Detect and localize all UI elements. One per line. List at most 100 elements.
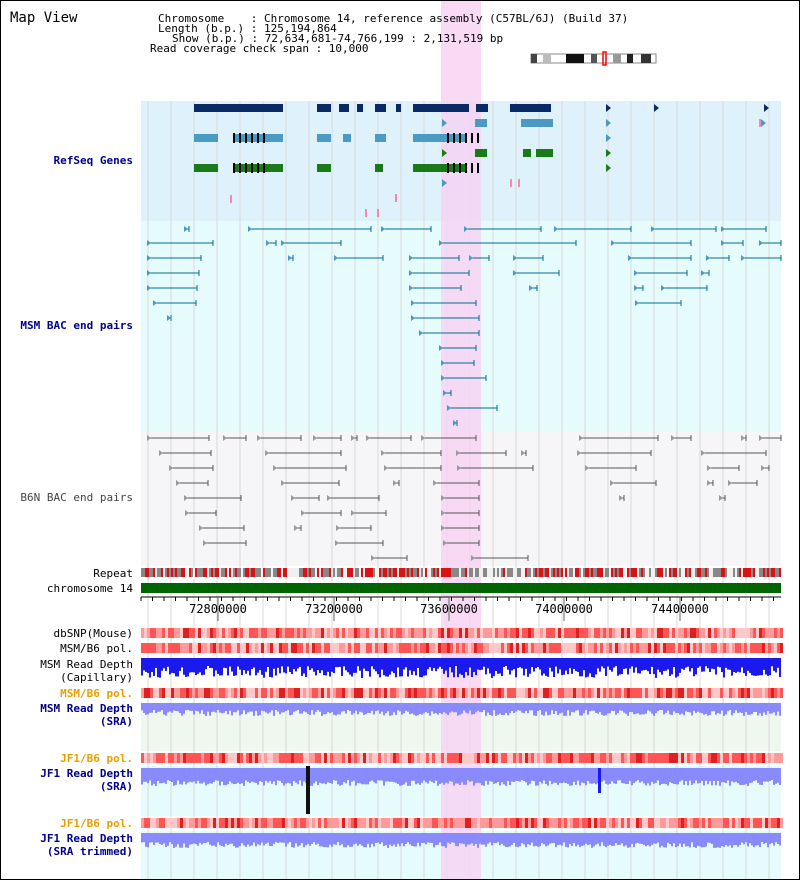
depth-bin — [383, 658, 385, 676]
polymorphism-bin — [690, 818, 693, 828]
polymorphism-bin — [255, 753, 258, 763]
depth-bin — [331, 658, 333, 672]
polymorphism-bin — [675, 628, 678, 638]
depth-bin — [677, 703, 679, 714]
polymorphism-bin — [537, 643, 540, 653]
depth-bin — [741, 658, 743, 668]
polymorphism-bin — [480, 628, 483, 638]
repeat-bin — [291, 568, 293, 577]
repeat-bin — [199, 568, 201, 577]
polymorphism-bin — [336, 818, 339, 828]
track-label-b6n-bac[interactable]: B6N BAC end pairs — [20, 491, 133, 504]
depth-bin — [417, 658, 419, 668]
depth-bin — [517, 833, 519, 848]
depth-bin — [463, 833, 465, 845]
bac-end — [719, 495, 723, 501]
depth-bin — [179, 703, 181, 714]
bac-end — [701, 270, 705, 276]
gene-arrow — [654, 104, 659, 112]
polymorphism-bin — [387, 688, 390, 698]
depth-bin — [623, 768, 625, 784]
depth-bin — [621, 833, 623, 844]
polymorphism-bin — [345, 818, 348, 828]
polymorphism-bin — [153, 643, 156, 653]
polymorphism-bin — [321, 628, 324, 638]
polymorphism-bin — [768, 818, 771, 828]
depth-bin — [739, 833, 741, 845]
polymorphism-bin — [342, 643, 345, 653]
depth-bin — [229, 833, 231, 844]
polymorphism-bin — [699, 688, 702, 698]
polymorphism-bin — [354, 753, 357, 763]
depth-bin — [409, 703, 411, 715]
repeat-bin — [619, 568, 621, 577]
depth-bin — [585, 703, 587, 711]
depth-bin — [373, 703, 375, 715]
polymorphism-bin — [636, 628, 639, 638]
depth-bin — [483, 703, 485, 711]
polymorphism-bin — [534, 643, 537, 653]
depth-bin — [443, 658, 445, 674]
track-label-refseq-genes[interactable]: RefSeq Genes — [53, 154, 133, 167]
depth-bin — [349, 703, 351, 712]
polymorphism-bin — [552, 688, 555, 698]
track-label-msm-bac[interactable]: MSM BAC end pairs — [20, 319, 133, 332]
polymorphism-bin — [582, 753, 585, 763]
polymorphism-bin — [483, 643, 486, 653]
depth-bin — [605, 833, 607, 848]
depth-bin — [143, 658, 145, 671]
exon-tick — [245, 163, 247, 173]
polymorphism-bin — [759, 818, 762, 828]
bac-end — [439, 345, 443, 351]
polymorphism-bin — [231, 753, 234, 763]
depth-bin — [287, 833, 289, 844]
depth-bin — [311, 833, 313, 844]
depth-bin — [325, 768, 327, 785]
depth-bin — [355, 768, 357, 786]
polymorphism-bin — [585, 753, 588, 763]
depth-bin — [755, 703, 757, 712]
depth-bin — [225, 703, 227, 712]
repeat-bin — [165, 568, 167, 577]
polymorphism-bin — [357, 688, 360, 698]
depth-bin — [419, 658, 421, 678]
polymorphism-bin — [297, 818, 300, 828]
depth-bin — [635, 703, 637, 714]
polymorphism-bin — [240, 688, 243, 698]
polymorphism-bin — [201, 643, 204, 653]
depth-bin — [679, 703, 681, 715]
depth-bin — [241, 703, 243, 715]
repeat-bin — [347, 568, 349, 577]
polymorphism-bin — [210, 818, 213, 828]
bac-end — [184, 495, 188, 501]
depth-bin — [543, 833, 545, 845]
depth-bin — [483, 768, 485, 786]
depth-bin — [481, 658, 483, 670]
depth-bin — [601, 703, 603, 715]
bac-end — [433, 480, 437, 486]
track-label-msm-read-capillary: MSM Read Depth (Capillary) — [40, 658, 133, 684]
depth-bin — [553, 703, 555, 714]
repeat-bin — [561, 568, 563, 577]
repeat-bin — [415, 568, 417, 577]
polymorphism-bin — [738, 643, 741, 653]
polymorphism-bin — [291, 818, 294, 828]
depth-bin — [435, 703, 437, 714]
depth-bin — [587, 833, 589, 846]
depth-bin — [409, 768, 411, 786]
depth-bin — [737, 768, 739, 784]
polymorphism-bin — [729, 643, 732, 653]
polymorphism-bin — [450, 818, 453, 828]
polymorphism-bin — [621, 688, 624, 698]
polymorphism-bin — [477, 753, 480, 763]
polymorphism-bin — [282, 688, 285, 698]
depth-bin — [185, 703, 187, 711]
depth-bin — [689, 768, 691, 781]
polymorphism-bin — [747, 818, 750, 828]
depth-bin — [699, 703, 701, 713]
depth-bin — [477, 703, 479, 711]
depth-bin — [193, 833, 195, 844]
polymorphism-bin — [354, 818, 357, 828]
depth-bin — [727, 703, 729, 712]
